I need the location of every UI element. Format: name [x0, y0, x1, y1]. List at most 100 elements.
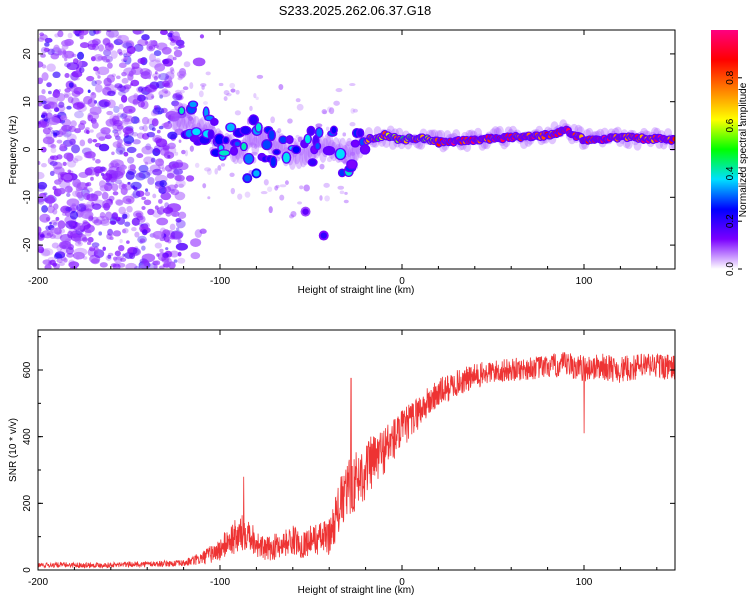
- spectrogram-speckle: [335, 87, 343, 93]
- spectrogram-speckle: [117, 138, 123, 145]
- spectrogram-speckle: [92, 138, 98, 143]
- spectrogram-speckle: [38, 171, 45, 180]
- spectrogram-speckle: [94, 79, 102, 85]
- spectrogram-speckle: [349, 122, 356, 127]
- spectrogram-speckle: [140, 100, 149, 110]
- spectrogram-speckle: [87, 138, 93, 144]
- spectrogram-speckle: [154, 63, 166, 72]
- spectrogram-speckle: [172, 56, 177, 61]
- spectrogram-speckle: [260, 191, 268, 195]
- spectrogram-speckle: [39, 234, 45, 238]
- spectrogram-speckle: [156, 42, 168, 51]
- spectrogram-speckle: [87, 43, 96, 50]
- spectrogram-speckle: [38, 226, 42, 234]
- spectrogram-speckle: [248, 142, 256, 146]
- spectrogram-speckle: [101, 191, 109, 200]
- spectrogram-ridge-halo: [177, 111, 186, 132]
- spectrogram-speckle: [57, 187, 66, 195]
- spectrogram-speckle: [68, 259, 75, 266]
- spectrogram-speckle: [98, 231, 103, 236]
- spectrogram-speckle: [91, 38, 101, 46]
- spectrogram-speckle: [169, 67, 175, 72]
- colorbar-tick-label: 0.0: [725, 262, 736, 276]
- spectrogram-speckle: [185, 175, 195, 182]
- spectrogram-ridge-point: [226, 123, 235, 132]
- spectrogram-speckle: [40, 249, 51, 257]
- spectrogram-speckle: [284, 180, 289, 185]
- spectrogram-speckle: [79, 42, 90, 49]
- figure-title: S233.2025.262.06.37.G18: [279, 3, 432, 18]
- spectrogram-ridge-point: [223, 137, 229, 144]
- spectrogram-speckle: [162, 58, 170, 65]
- spectrogram-speckle: [164, 90, 168, 94]
- spectrogram-x-tick-label: -200: [28, 276, 48, 287]
- spectrogram-speckle: [130, 181, 142, 190]
- spectrogram-speckle: [97, 75, 101, 79]
- spectrogram-x-axis-label: Height of straight line (km): [298, 285, 415, 296]
- spectrogram-speckle: [72, 158, 79, 164]
- spectrogram-speckle: [60, 115, 68, 121]
- spectrogram-speckle: [135, 172, 144, 178]
- spectrogram-speckle: [118, 244, 125, 252]
- spectrogram-speckle: [86, 193, 99, 202]
- spectrogram-speckle: [152, 147, 161, 157]
- spectrogram-speckle: [106, 110, 114, 116]
- spectrogram-speckle: [328, 107, 335, 115]
- spectrogram-speckle: [137, 100, 145, 108]
- spectrogram-ridge-point: [240, 126, 251, 135]
- spectrogram-speckle: [138, 164, 149, 173]
- spectrogram-speckle: [41, 72, 49, 81]
- spectrogram-speckle: [146, 131, 156, 138]
- spectrogram-speckle: [163, 260, 171, 268]
- spectrogram-speckle: [169, 223, 176, 231]
- snr-plot-area: [38, 330, 675, 570]
- spectrogram-speckle: [128, 70, 134, 77]
- spectrogram-speckle: [53, 132, 58, 137]
- spectrogram-speckle: [111, 183, 119, 192]
- spectrogram-speckle: [85, 166, 98, 176]
- spectrogram-ridge-point: [336, 149, 345, 159]
- spectrogram-speckle: [183, 61, 191, 68]
- spectrogram-speckle: [141, 245, 146, 251]
- spectrogram-speckle: [158, 125, 164, 130]
- spectrogram-speckle: [112, 129, 119, 134]
- spectrogram-speckle: [115, 34, 122, 40]
- spectrogram-y-tick-label: 0: [22, 146, 33, 152]
- spectrogram-speckle: [90, 176, 94, 181]
- spectrogram-speckle: [107, 254, 112, 259]
- spectrogram-speckle: [104, 42, 115, 51]
- spectrogram-speckle: [126, 240, 130, 244]
- spectrogram-speckle: [58, 128, 67, 135]
- spectrogram-speckle: [64, 93, 69, 99]
- spectrogram-speckle: [41, 247, 54, 256]
- snr-x-tick-label: -200: [28, 577, 48, 588]
- spectrogram-speckle: [339, 190, 345, 195]
- spectrogram-speckle: [210, 125, 215, 129]
- spectrogram-speckle: [67, 125, 74, 130]
- spectrogram-speckle: [220, 163, 226, 167]
- spectrogram-speckle: [112, 191, 119, 196]
- spectrogram-speckle: [256, 74, 264, 79]
- spectrogram-speckle: [190, 252, 201, 260]
- spectrogram-speckle: [111, 170, 124, 180]
- spectrogram-speckle: [251, 151, 258, 156]
- spectrogram-speckle: [126, 45, 136, 55]
- spectrogram-speckle: [123, 118, 131, 123]
- spectrogram-speckle: [137, 86, 144, 92]
- spectrogram-speckle: [42, 259, 52, 265]
- spectrogram-speckle: [50, 144, 57, 149]
- spectrogram-speckle: [52, 71, 61, 79]
- spectrogram-speckle: [145, 188, 149, 192]
- spectrogram-y-tick-label: -10: [22, 190, 33, 205]
- spectrogram-speckle: [76, 203, 87, 212]
- spectrogram-speckle: [71, 144, 81, 154]
- spectrogram-speckle: [114, 250, 121, 257]
- spectrogram-ridge-point: [219, 150, 230, 156]
- spectrogram-speckle: [324, 195, 330, 202]
- spectrogram-speckle: [161, 167, 166, 172]
- spectrogram-speckle: [169, 250, 179, 258]
- spectrogram-speckle: [121, 111, 128, 119]
- spectrogram-speckle: [67, 186, 73, 193]
- spectrogram-ridge-point: [357, 129, 363, 137]
- spectrogram-speckle: [110, 263, 117, 268]
